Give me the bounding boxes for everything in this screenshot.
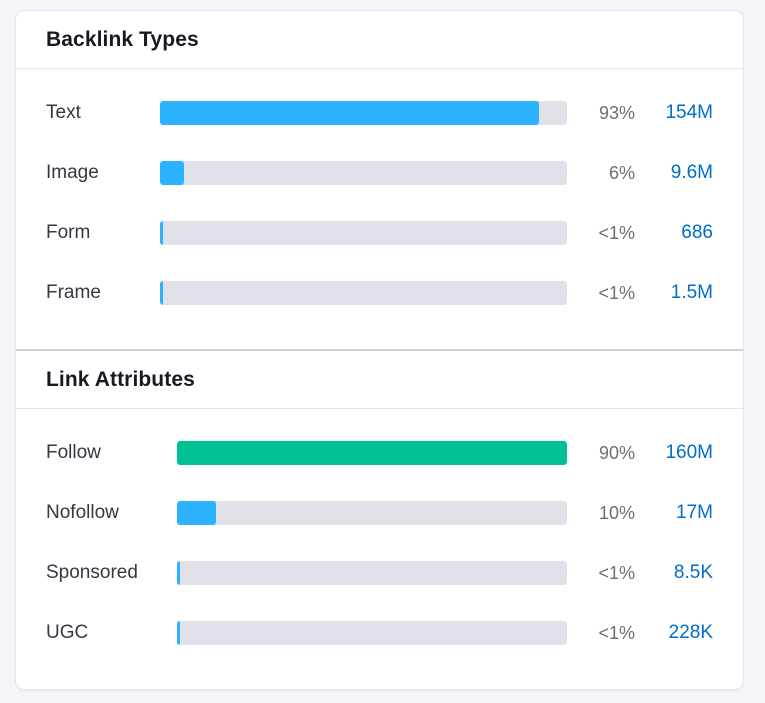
progress-bar-track [177, 621, 567, 645]
link-attributes-title: Link Attributes [46, 368, 195, 391]
row-label: UGC [46, 622, 89, 643]
link-attribute-row-sponsored: Sponsored <1% 8.5K [16, 561, 743, 585]
row-percent: <1% [598, 623, 635, 643]
link-attributes-header: Link Attributes [16, 351, 743, 409]
backlink-types-title: Backlink Types [46, 28, 199, 51]
row-count-link[interactable]: 154M [665, 102, 713, 123]
backlink-type-row-image: Image 6% 9.6M [16, 161, 743, 185]
progress-bar-fill [177, 441, 567, 465]
progress-bar-track [160, 281, 567, 305]
row-percent: 90% [598, 443, 635, 463]
row-label: Image [46, 162, 99, 183]
row-label: Follow [46, 442, 101, 463]
progress-bar-track [160, 161, 567, 185]
row-label: Text [46, 102, 81, 123]
progress-bar-track [160, 101, 567, 125]
progress-bar-track [160, 221, 567, 245]
section-divider [16, 349, 743, 351]
backlink-type-row-frame: Frame <1% 1.5M [16, 281, 743, 305]
row-label: Sponsored [46, 562, 138, 583]
backlink-types-header: Backlink Types [16, 11, 743, 69]
row-count-link[interactable]: 160M [665, 442, 713, 463]
row-count-link[interactable]: 17M [676, 502, 713, 523]
link-attribute-row-nofollow: Nofollow 10% 17M [16, 501, 743, 525]
backlink-type-row-form: Form <1% 686 [16, 221, 743, 245]
row-percent: 10% [598, 503, 635, 523]
row-label: Frame [46, 282, 101, 303]
progress-bar-fill [160, 101, 539, 125]
backlink-type-row-text: Text 93% 154M [16, 101, 743, 125]
row-percent: <1% [598, 563, 635, 583]
row-label: Nofollow [46, 502, 119, 523]
progress-bar-fill [177, 501, 216, 525]
row-percent: <1% [598, 283, 635, 303]
row-percent: 6% [608, 163, 635, 183]
progress-bar-fill [177, 561, 180, 585]
progress-bar-fill [177, 621, 180, 645]
row-count-link[interactable]: 8.5K [673, 562, 713, 583]
progress-bar-fill [160, 281, 163, 305]
row-count-link[interactable]: 1.5M [670, 282, 713, 303]
backlinks-card: Backlink Types Text 93% 154M Image 6% 9.… [16, 11, 743, 689]
progress-bar-track [177, 501, 567, 525]
row-count-link[interactable]: 686 [681, 222, 713, 243]
link-attribute-row-follow: Follow 90% 160M [16, 441, 743, 465]
row-percent: <1% [598, 223, 635, 243]
row-count-link[interactable]: 9.6M [670, 162, 713, 183]
row-label: Form [46, 222, 91, 243]
row-count-link[interactable]: 228K [668, 622, 713, 643]
progress-bar-fill [160, 161, 184, 185]
link-attribute-row-ugc: UGC <1% 228K [16, 621, 743, 645]
row-percent: 93% [598, 103, 635, 123]
progress-bar-fill [160, 221, 163, 245]
progress-bar-track [177, 561, 567, 585]
progress-bar-track [177, 441, 567, 465]
